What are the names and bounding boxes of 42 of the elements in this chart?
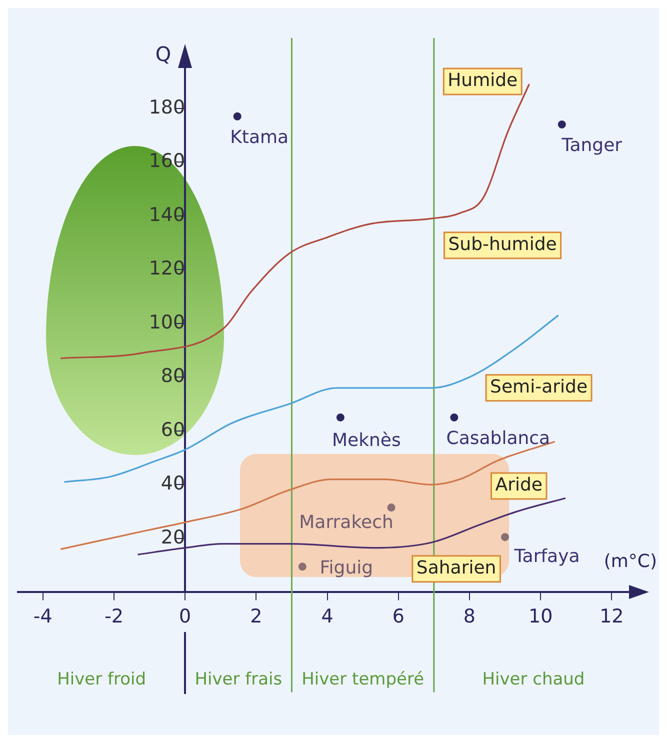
text: Hiver tempéré	[302, 670, 424, 690]
point	[336, 413, 344, 422]
x-tick-label: 2	[250, 606, 262, 628]
point	[558, 120, 566, 128]
annotation: Casablanca	[446, 428, 550, 450]
point	[298, 562, 306, 571]
y-tick-label: 20	[160, 526, 186, 548]
annotation: Tarfaya	[513, 546, 580, 567]
y-tick-label: 100	[148, 311, 186, 334]
point	[233, 112, 242, 120]
x-tick-label: 4	[321, 606, 334, 628]
x-tick-label: 10	[528, 606, 553, 628]
x-tick-label: 8	[463, 606, 476, 628]
text: Hiver chaud	[482, 670, 585, 690]
y-tick-label: 80	[160, 365, 186, 388]
y-tick-label: 40	[160, 472, 186, 495]
annotation: Humide	[448, 70, 518, 92]
annotation: Semi-aride	[490, 376, 588, 398]
text: Hiver froid	[57, 670, 146, 690]
annotation: Marrakech	[299, 512, 394, 534]
annotation: Aride	[495, 474, 542, 496]
text: Hiver frais	[194, 670, 282, 690]
y-tick-label: 140	[148, 204, 186, 226]
y-tick-label: 60	[160, 418, 186, 441]
y-axis-title: Q	[155, 42, 172, 66]
annotation: Sub-humide	[448, 234, 557, 256]
point	[501, 533, 510, 542]
annotation: Saharien	[416, 557, 496, 578]
x-tick-label: 6	[392, 606, 404, 628]
point	[450, 413, 458, 422]
y-tick-label: 120	[148, 258, 186, 280]
annotation: Figuig	[320, 557, 374, 578]
x-axis-title: (m°C)	[604, 550, 657, 572]
x-tick-label: -4	[33, 606, 52, 628]
x-tick-label: 12	[600, 606, 624, 628]
y-tick-label: 180	[148, 96, 186, 118]
annotation: Ktama	[230, 127, 289, 148]
point	[387, 504, 396, 512]
annotation: Meknès	[332, 430, 401, 452]
x-tick-label: -2	[104, 606, 124, 628]
annotation: Tanger	[560, 135, 623, 156]
x-tick-label: 0	[179, 606, 192, 628]
